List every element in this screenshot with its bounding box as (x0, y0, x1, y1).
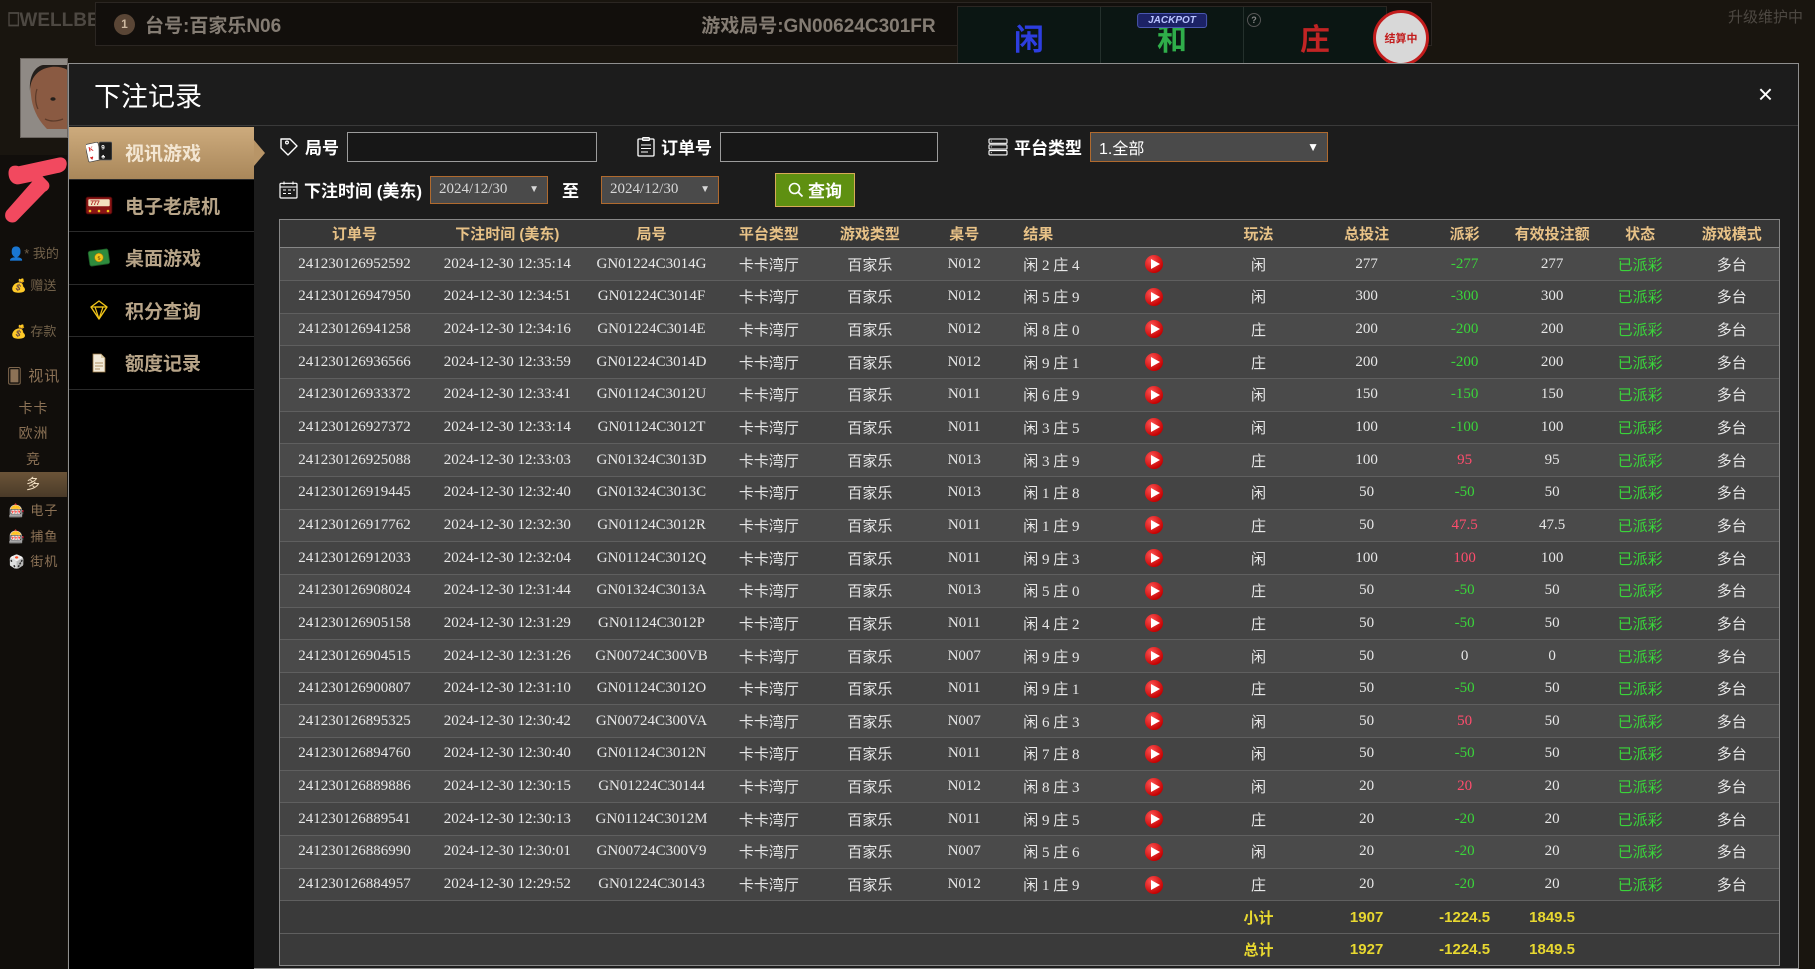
svg-text:9: 9 (101, 144, 105, 151)
svg-text:♣: ♣ (101, 154, 105, 160)
svg-text:777: 777 (90, 200, 100, 207)
